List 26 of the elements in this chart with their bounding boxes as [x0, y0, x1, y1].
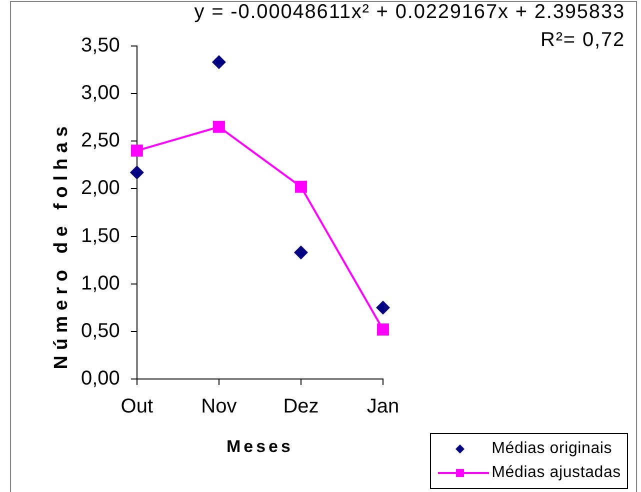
x-tick-label: Jan [366, 396, 400, 418]
y-tick-label: 3,50 [80, 34, 120, 57]
x-tick-label: Dez [283, 396, 319, 418]
y-tick-label: 3,00 [80, 82, 120, 104]
point [130, 144, 143, 157]
point [294, 245, 308, 260]
point [212, 55, 226, 70]
text: y = -0.00048611x² + 0.0229167x + 2.395833 [194, 0, 625, 24]
point [212, 120, 225, 133]
y-tick-label: 0,00 [80, 368, 120, 390]
point [130, 166, 144, 180]
point [376, 324, 390, 336]
x-tick-label: Nov [201, 396, 237, 418]
point [294, 180, 307, 193]
point [376, 300, 390, 315]
y-tick-label: 1,50 [80, 224, 120, 247]
legend-label: Médias originais [492, 440, 612, 458]
text: R²= 0,72 [540, 28, 625, 52]
y-tick-label: 0,50 [80, 320, 120, 342]
y-tick-label: 1,00 [80, 272, 120, 294]
x-tick-label: Out [120, 396, 154, 418]
y-tick-label: 2,00 [80, 177, 120, 200]
y-tick-label: 2,50 [80, 130, 120, 152]
legend-label: Médias ajustadas [492, 464, 621, 482]
x-axis-title: Meses [226, 437, 294, 457]
y-axis-title: Número de folhas [50, 120, 73, 370]
